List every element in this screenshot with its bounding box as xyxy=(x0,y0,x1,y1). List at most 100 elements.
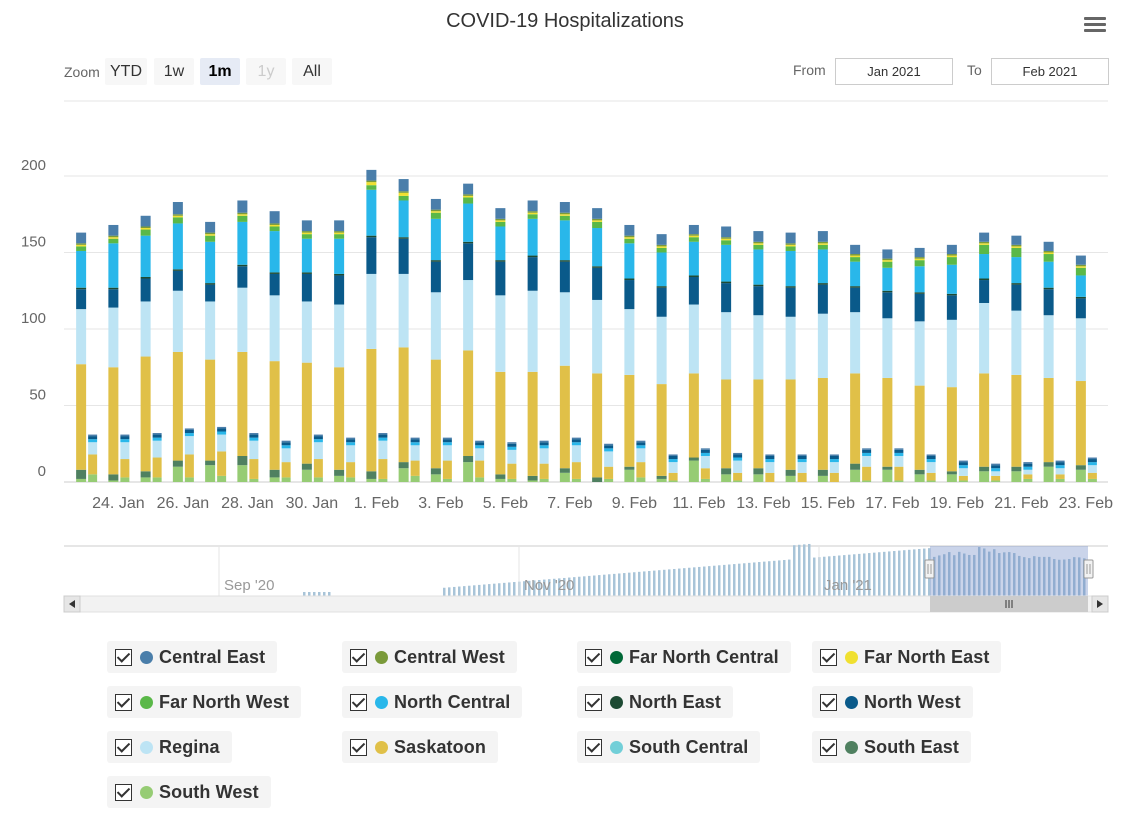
checkbox-checked-icon[interactable] xyxy=(350,738,367,756)
bar-hosp-north-west[interactable] xyxy=(850,287,861,313)
bar-hosp-central-east[interactable] xyxy=(1043,241,1054,251)
bar-hosp-far-north-west[interactable] xyxy=(592,221,603,229)
bar-icu-south-west[interactable] xyxy=(636,477,646,482)
bar-hosp-saskatoon[interactable] xyxy=(785,379,796,470)
bar-hosp-far-north-east[interactable] xyxy=(108,237,119,239)
bar-hosp-central-east[interactable] xyxy=(946,244,957,255)
bar-hosp-central-east[interactable] xyxy=(334,220,345,232)
bar-hosp-central-west[interactable] xyxy=(237,212,248,215)
bar-hosp-south-west[interactable] xyxy=(817,475,828,482)
bar-hosp-north-central[interactable] xyxy=(237,221,248,265)
bar-hosp-regina[interactable] xyxy=(140,301,151,357)
bar-hosp-south-west[interactable] xyxy=(108,480,119,482)
bar-hosp-central-east[interactable] xyxy=(237,200,248,213)
bar-hosp-far-north-west[interactable] xyxy=(753,244,764,250)
bar-hosp-far-north-east[interactable] xyxy=(946,255,957,258)
bar-hosp-north-central[interactable] xyxy=(527,218,538,256)
bar-icu-central-east[interactable] xyxy=(281,440,291,443)
bar-hosp-far-north-east[interactable] xyxy=(882,260,893,262)
bar-hosp-far-north-east[interactable] xyxy=(205,234,216,236)
bar-icu-south-west[interactable] xyxy=(475,477,485,482)
zoom-ytd-button[interactable]: YTD xyxy=(105,58,147,85)
bar-icu-regina[interactable] xyxy=(991,471,1001,476)
bar-hosp-central-west[interactable] xyxy=(753,241,764,244)
legend-item-far-north-east[interactable]: Far North East xyxy=(812,641,1002,673)
bar-icu-north-central[interactable] xyxy=(539,445,549,449)
bar-icu-north-central[interactable] xyxy=(765,459,775,463)
zoom-1m-button[interactable]: 1m xyxy=(200,58,240,85)
bar-icu-south-west[interactable] xyxy=(1023,478,1033,482)
bar-hosp-central-west[interactable] xyxy=(140,226,151,229)
bar-icu-south-west[interactable] xyxy=(507,478,517,482)
bar-hosp-north-west[interactable] xyxy=(237,266,248,288)
bar-hosp-south-west[interactable] xyxy=(495,478,506,482)
bar-hosp-south-east[interactable] xyxy=(785,469,796,476)
bar-hosp-saskatoon[interactable] xyxy=(753,379,764,469)
bar-icu-north-west[interactable] xyxy=(475,442,485,446)
bar-hosp-far-north-west[interactable] xyxy=(269,226,280,232)
bar-hosp-regina[interactable] xyxy=(237,287,248,352)
bar-icu-north-central[interactable] xyxy=(249,437,259,441)
bar-hosp-far-north-west[interactable] xyxy=(946,257,957,265)
bar-hosp-north-central[interactable] xyxy=(172,223,183,270)
bar-hosp-regina[interactable] xyxy=(334,304,345,368)
bar-icu-north-central[interactable] xyxy=(571,442,581,446)
bar-hosp-central-east[interactable] xyxy=(624,224,635,236)
bar-hosp-south-west[interactable] xyxy=(721,474,732,482)
bar-icu-saskatoon[interactable] xyxy=(1055,474,1065,479)
bar-icu-saskatoon[interactable] xyxy=(765,472,775,482)
bar-hosp-north-west[interactable] xyxy=(946,295,957,320)
bar-hosp-north-west[interactable] xyxy=(140,278,151,302)
bar-hosp-far-north-east[interactable] xyxy=(817,243,828,245)
bar-hosp-central-east[interactable] xyxy=(1075,255,1086,265)
bar-hosp-far-north-west[interactable] xyxy=(559,215,570,221)
bar-icu-central-east[interactable] xyxy=(604,443,614,446)
bar-hosp-south-west[interactable] xyxy=(785,475,796,482)
bar-hosp-far-north-east[interactable] xyxy=(559,214,570,216)
bar-hosp-south-east[interactable] xyxy=(559,468,570,473)
bar-hosp-saskatoon[interactable] xyxy=(366,348,377,472)
bar-hosp-north-west[interactable] xyxy=(559,261,570,293)
bar-hosp-south-east[interactable] xyxy=(463,455,474,463)
bar-icu-central-east[interactable] xyxy=(1087,457,1097,460)
bar-hosp-north-east[interactable] xyxy=(172,269,183,271)
bar-icu-regina[interactable] xyxy=(636,448,646,463)
checkbox-checked-icon[interactable] xyxy=(820,693,837,711)
bar-icu-central-east[interactable] xyxy=(636,440,646,443)
bar-hosp-regina[interactable] xyxy=(688,304,699,374)
legend-item-south-central[interactable]: South Central xyxy=(577,731,761,763)
bar-icu-north-central[interactable] xyxy=(926,459,936,463)
range-to-input[interactable]: Feb 2021 xyxy=(991,58,1109,85)
bar-icu-saskatoon[interactable] xyxy=(346,462,356,478)
bar-hosp-far-north-west[interactable] xyxy=(205,235,216,242)
bar-hosp-saskatoon[interactable] xyxy=(237,351,248,456)
bar-icu-central-east[interactable] xyxy=(249,433,259,435)
bar-hosp-central-west[interactable] xyxy=(269,223,280,225)
bar-hosp-south-east[interactable] xyxy=(527,475,538,481)
checkbox-checked-icon[interactable] xyxy=(585,693,602,711)
bar-icu-saskatoon[interactable] xyxy=(700,468,710,479)
checkbox-checked-icon[interactable] xyxy=(115,783,132,801)
bar-hosp-saskatoon[interactable] xyxy=(946,387,957,472)
bar-hosp-central-west[interactable] xyxy=(108,235,119,238)
bar-hosp-north-central[interactable] xyxy=(1043,261,1054,288)
bar-hosp-north-central[interactable] xyxy=(205,241,216,284)
bar-hosp-regina[interactable] xyxy=(979,302,990,374)
bar-hosp-regina[interactable] xyxy=(398,273,409,348)
bar-hosp-saskatoon[interactable] xyxy=(463,350,474,456)
bar-hosp-saskatoon[interactable] xyxy=(624,374,635,467)
bar-hosp-north-east[interactable] xyxy=(624,278,635,281)
bar-hosp-north-west[interactable] xyxy=(269,273,280,296)
bar-icu-saskatoon[interactable] xyxy=(1087,472,1097,479)
bar-icu-central-east[interactable] xyxy=(991,463,1001,466)
bar-icu-north-central[interactable] xyxy=(442,442,452,446)
bar-icu-south-west[interactable] xyxy=(410,475,420,482)
bar-hosp-north-central[interactable] xyxy=(979,254,990,279)
bar-hosp-north-west[interactable] xyxy=(1043,289,1054,316)
bar-hosp-saskatoon[interactable] xyxy=(430,359,441,469)
bar-hosp-saskatoon[interactable] xyxy=(817,377,828,470)
bar-hosp-north-east[interactable] xyxy=(592,266,603,268)
bar-hosp-central-west[interactable] xyxy=(463,194,474,196)
bar-hosp-north-central[interactable] xyxy=(882,267,893,291)
bar-hosp-far-north-east[interactable] xyxy=(914,258,925,261)
